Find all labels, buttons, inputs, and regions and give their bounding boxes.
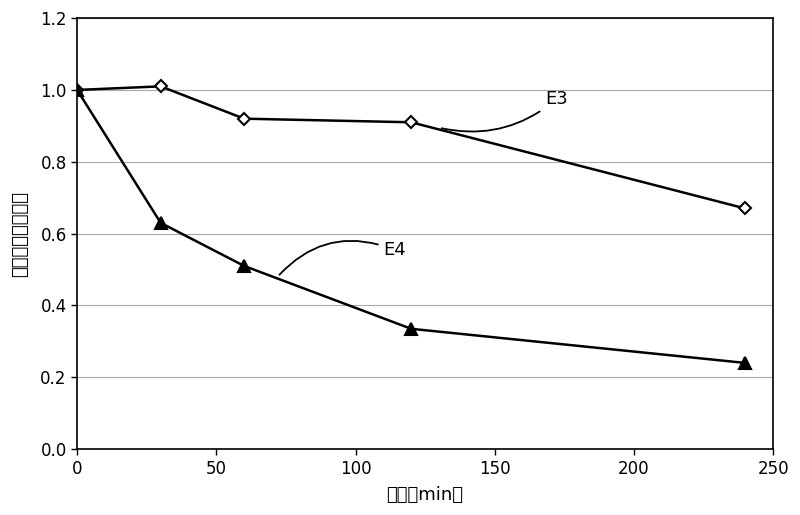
Text: E4: E4: [279, 241, 406, 274]
X-axis label: 时间（min）: 时间（min）: [386, 486, 464, 504]
Y-axis label: 归一化的荧光强度: 归一化的荧光强度: [11, 191, 29, 277]
Text: E3: E3: [442, 90, 567, 131]
